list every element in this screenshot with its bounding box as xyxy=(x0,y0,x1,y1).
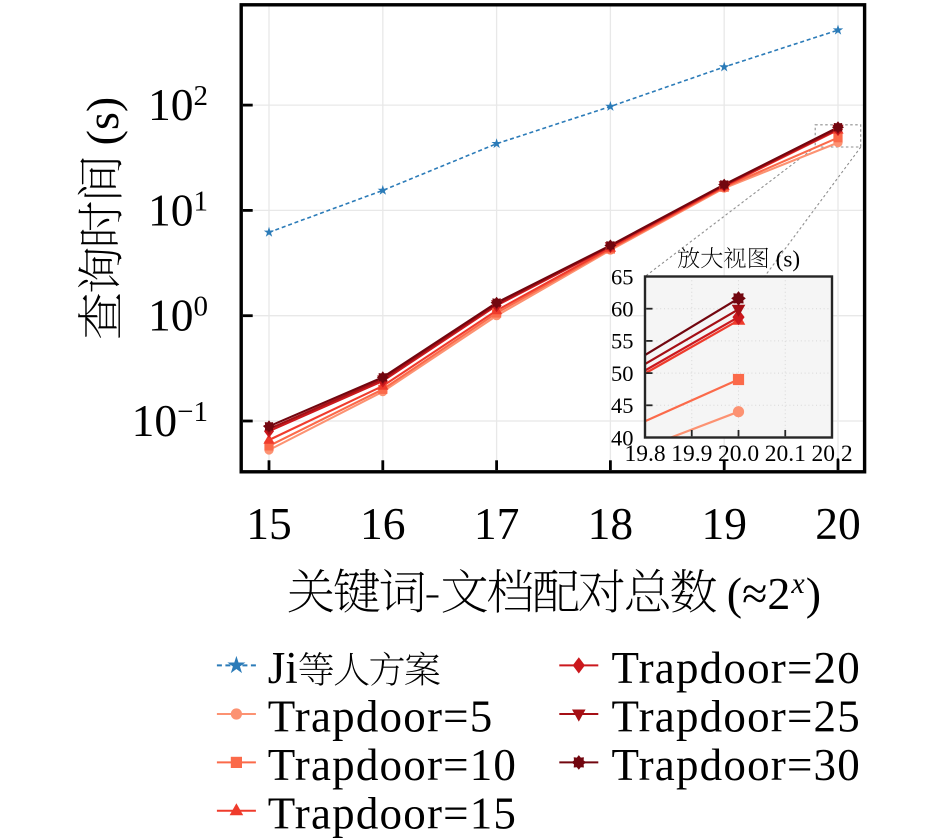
svg-text:20.2: 20.2 xyxy=(811,441,852,467)
svg-text:20: 20 xyxy=(815,498,861,549)
svg-text:x: x xyxy=(790,567,805,600)
svg-text:Trapdoor=5: Trapdoor=5 xyxy=(268,692,494,742)
svg-text:20.1: 20.1 xyxy=(765,441,806,467)
svg-text:Ji: Ji xyxy=(268,643,298,693)
svg-text:55: 55 xyxy=(611,329,634,354)
svg-text:Trapdoor=25: Trapdoor=25 xyxy=(612,692,861,742)
svg-text:19: 19 xyxy=(701,498,747,549)
svg-text:19.8: 19.8 xyxy=(624,441,665,467)
svg-text:10−1: 10−1 xyxy=(132,395,208,446)
svg-text:15: 15 xyxy=(246,498,292,549)
svg-text:45: 45 xyxy=(611,393,634,418)
svg-text:(s): (s) xyxy=(776,247,800,273)
svg-text:65: 65 xyxy=(611,264,634,289)
svg-text:Trapdoor=20: Trapdoor=20 xyxy=(612,643,861,693)
svg-text:(s): (s) xyxy=(77,97,128,146)
svg-text:17: 17 xyxy=(474,498,520,549)
svg-text:50: 50 xyxy=(611,361,634,386)
svg-text:102: 102 xyxy=(148,79,208,130)
svg-text:60: 60 xyxy=(611,297,634,322)
svg-text:Trapdoor=10: Trapdoor=10 xyxy=(268,740,517,790)
svg-text:Trapdoor=30: Trapdoor=30 xyxy=(612,740,861,790)
svg-text:19.9: 19.9 xyxy=(671,441,712,467)
svg-text:18: 18 xyxy=(588,498,634,549)
svg-text:16: 16 xyxy=(360,498,406,549)
svg-text:): ) xyxy=(806,568,821,619)
svg-text:40: 40 xyxy=(611,425,634,450)
svg-text:Trapdoor=15: Trapdoor=15 xyxy=(268,788,517,838)
svg-text:20.0: 20.0 xyxy=(718,441,759,467)
svg-text:(≈2: (≈2 xyxy=(727,568,791,619)
